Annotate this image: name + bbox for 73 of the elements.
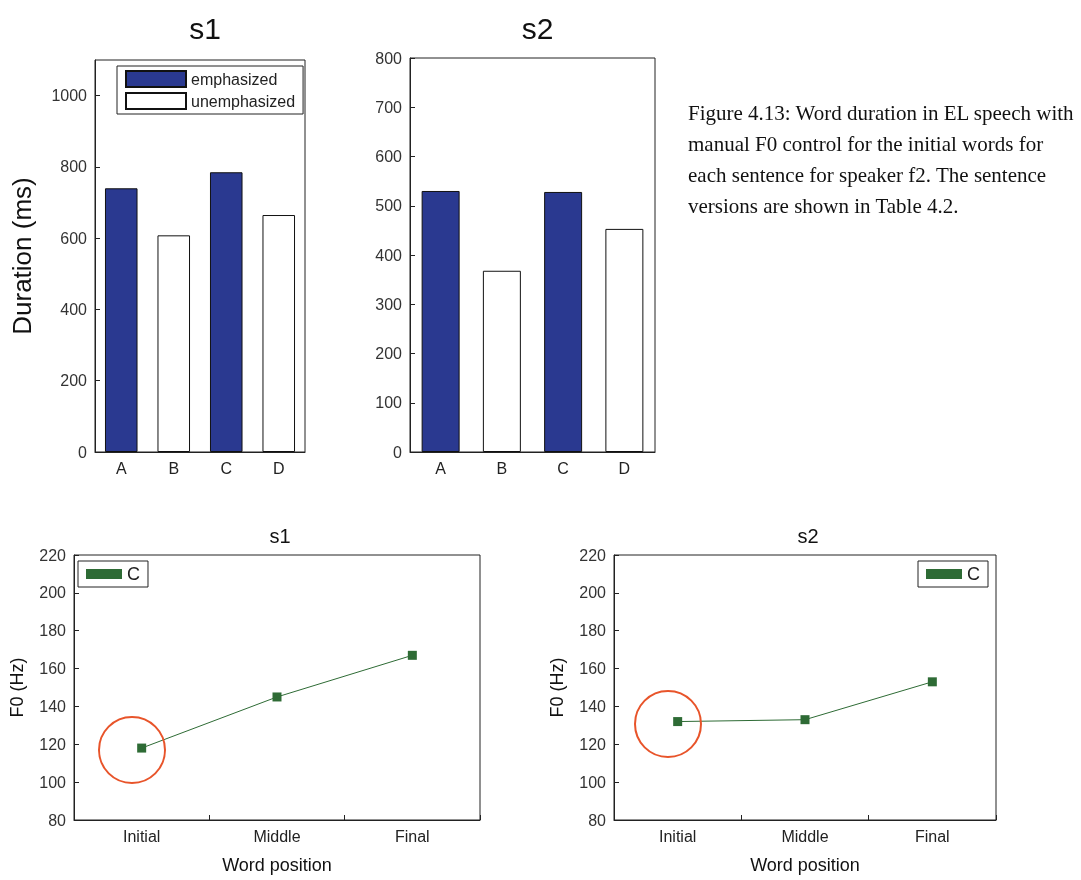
chart-title: s2: [521, 11, 554, 45]
y-tick-label: 120: [39, 735, 67, 753]
y-tick-label: 600: [375, 148, 403, 165]
bar: [157, 235, 191, 452]
y-tick-label: 200: [375, 345, 403, 362]
y-axis-title: F0 (Hz): [547, 657, 567, 718]
y-tick-label: 100: [375, 394, 403, 412]
point: [137, 743, 147, 753]
legend-label: unemphasized: [191, 92, 296, 110]
x-tick-label: Initial: [658, 827, 697, 845]
y-tick-label: 160: [579, 660, 607, 678]
point: [927, 677, 937, 687]
x-tick-label: Middle: [781, 827, 829, 845]
bar: [544, 191, 583, 452]
x-tick-label: Final: [394, 827, 430, 845]
chart-title: s1: [269, 525, 291, 547]
x-tick-label: Middle: [253, 827, 301, 845]
y-tick-label: 200: [60, 372, 88, 390]
point: [407, 650, 417, 660]
x-tick-label: B: [496, 459, 508, 477]
y-tick-label: 100: [579, 773, 607, 791]
x-tick-label: B: [168, 459, 180, 477]
y-tick-label: 700: [375, 98, 403, 116]
y-tick-label: 140: [579, 697, 607, 715]
x-axis-title: Word position: [750, 855, 860, 875]
y-tick-label: 120: [579, 735, 607, 753]
x-tick-label: D: [618, 459, 631, 477]
bar: [209, 172, 243, 452]
y-tick-label: 0: [78, 443, 88, 461]
x-tick-label: A: [115, 459, 127, 477]
y-tick-label: 0: [393, 443, 403, 461]
y-tick-label: 180: [39, 622, 67, 640]
y-tick-label: 300: [375, 295, 403, 313]
y-tick-label: 200: [39, 584, 67, 602]
x-axis-title: Word position: [222, 855, 332, 875]
y-tick-label: 220: [579, 546, 607, 564]
x-tick-label: A: [435, 459, 447, 477]
chart-title: s1: [189, 11, 221, 45]
y-tick-label: 180: [579, 622, 607, 640]
bar: [104, 188, 138, 452]
y-axis-title: F0 (Hz): [7, 657, 27, 718]
y-tick-label: 100: [39, 773, 67, 791]
x-tick-label: C: [557, 459, 569, 477]
point: [800, 715, 810, 725]
x-tick-label: D: [272, 459, 285, 477]
y-tick-label: 220: [39, 546, 67, 564]
chart-title: s2: [797, 525, 819, 547]
legend-label: C: [967, 564, 980, 584]
x-tick-label: Initial: [122, 827, 161, 845]
point: [673, 717, 683, 727]
x-tick-label: Final: [914, 827, 950, 845]
y-tick-label: 160: [39, 660, 67, 678]
y-tick-label: 400: [375, 246, 403, 264]
y-tick-label: 80: [48, 811, 67, 829]
y-tick-label: 500: [375, 197, 403, 215]
bar: [262, 215, 296, 452]
point: [272, 692, 282, 702]
y-tick-label: 200: [579, 584, 607, 602]
y-tick-label: 400: [60, 300, 88, 318]
bar: [421, 190, 460, 452]
y-tick-label: 140: [39, 697, 67, 715]
bar: [605, 228, 644, 452]
y-tick-label: 1000: [51, 87, 88, 105]
legend-label: emphasized: [191, 70, 278, 88]
y-tick-label: 80: [588, 811, 607, 829]
y-axis-title: Duration (ms): [7, 177, 37, 335]
y-tick-label: 600: [60, 229, 88, 247]
legend-label: C: [127, 564, 140, 584]
y-tick-label: 800: [375, 49, 403, 67]
x-tick-label: C: [220, 459, 233, 477]
bar: [482, 270, 521, 452]
caption: Figure 4.13: Word duration in EL speech with manual F0 control for the initial words for each sentence for speaker f2. The sentence versions are shown in Table 4.2.: [688, 100, 1075, 220]
y-tick-label: 800: [60, 158, 88, 176]
